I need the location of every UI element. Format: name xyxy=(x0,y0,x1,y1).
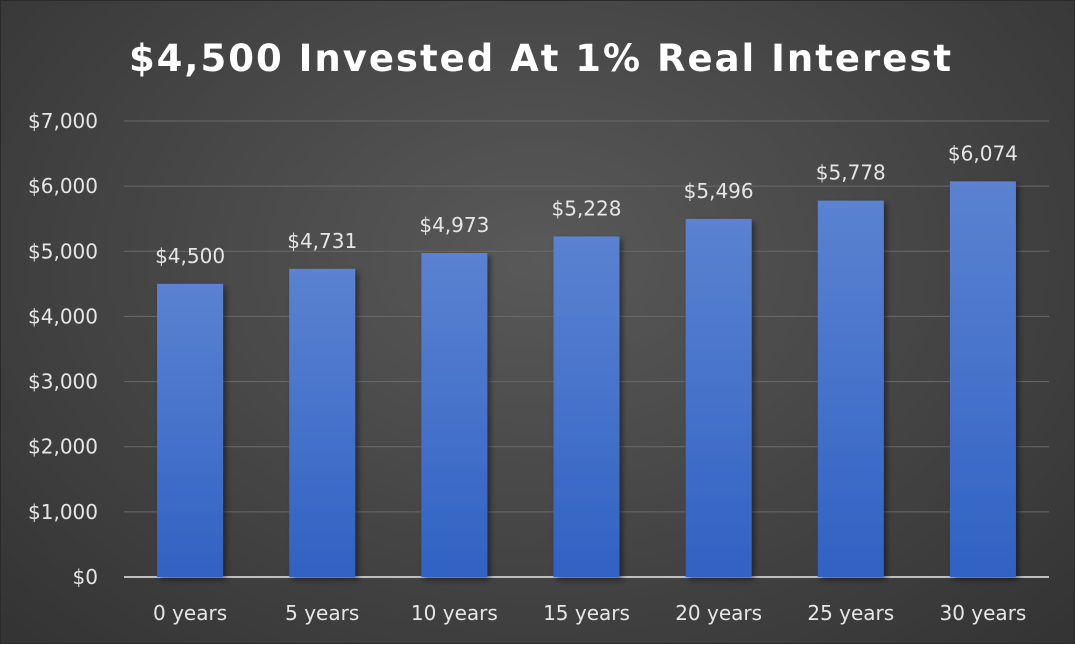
x-category-label: 0 years xyxy=(153,601,227,625)
bars xyxy=(157,181,1016,578)
data-label: $4,731 xyxy=(287,229,357,253)
x-category-label: 20 years xyxy=(675,601,762,625)
bar xyxy=(553,236,620,577)
x-category-label: 25 years xyxy=(807,601,894,625)
data-label: $5,228 xyxy=(552,196,622,220)
data-label: $6,074 xyxy=(948,141,1018,165)
y-tick-label: $7,000 xyxy=(28,109,98,133)
x-axis-categories: 0 years 5 years 10 years 15 years 20 years 25… xyxy=(153,601,1026,625)
y-tick-label: $4,000 xyxy=(28,304,98,328)
data-labels: $4,500 $4,731 $4,973 $5,228 $5,496 $5,778 $6,0… xyxy=(155,141,1018,268)
bar xyxy=(685,218,752,577)
data-label: $5,496 xyxy=(684,179,754,203)
data-label: $5,778 xyxy=(816,161,886,185)
x-category-label: 10 years xyxy=(411,601,498,625)
data-label: $4,973 xyxy=(419,213,489,237)
y-tick-label: $3,000 xyxy=(28,370,98,394)
y-tick-label: $6,000 xyxy=(28,174,98,198)
bar xyxy=(817,200,884,578)
bar xyxy=(289,268,356,577)
bar xyxy=(421,253,488,578)
y-axis-ticks: $0 $1,000 $2,000 $3,000 $4,000 $5,000 $6,000 $7… xyxy=(28,109,98,589)
chart-title: $4,500 Invested At 1% Real Interest xyxy=(129,37,953,80)
y-tick-label: $1,000 xyxy=(28,500,98,524)
bar xyxy=(949,181,1016,578)
bar xyxy=(157,283,224,577)
y-tick-label: $2,000 xyxy=(28,435,98,459)
x-category-label: 30 years xyxy=(939,601,1026,625)
x-category-label: 15 years xyxy=(543,601,630,625)
y-tick-label: $5,000 xyxy=(28,239,98,263)
y-tick-label: $0 xyxy=(73,565,98,589)
x-category-label: 5 years xyxy=(285,601,359,625)
data-label: $4,500 xyxy=(155,244,225,268)
